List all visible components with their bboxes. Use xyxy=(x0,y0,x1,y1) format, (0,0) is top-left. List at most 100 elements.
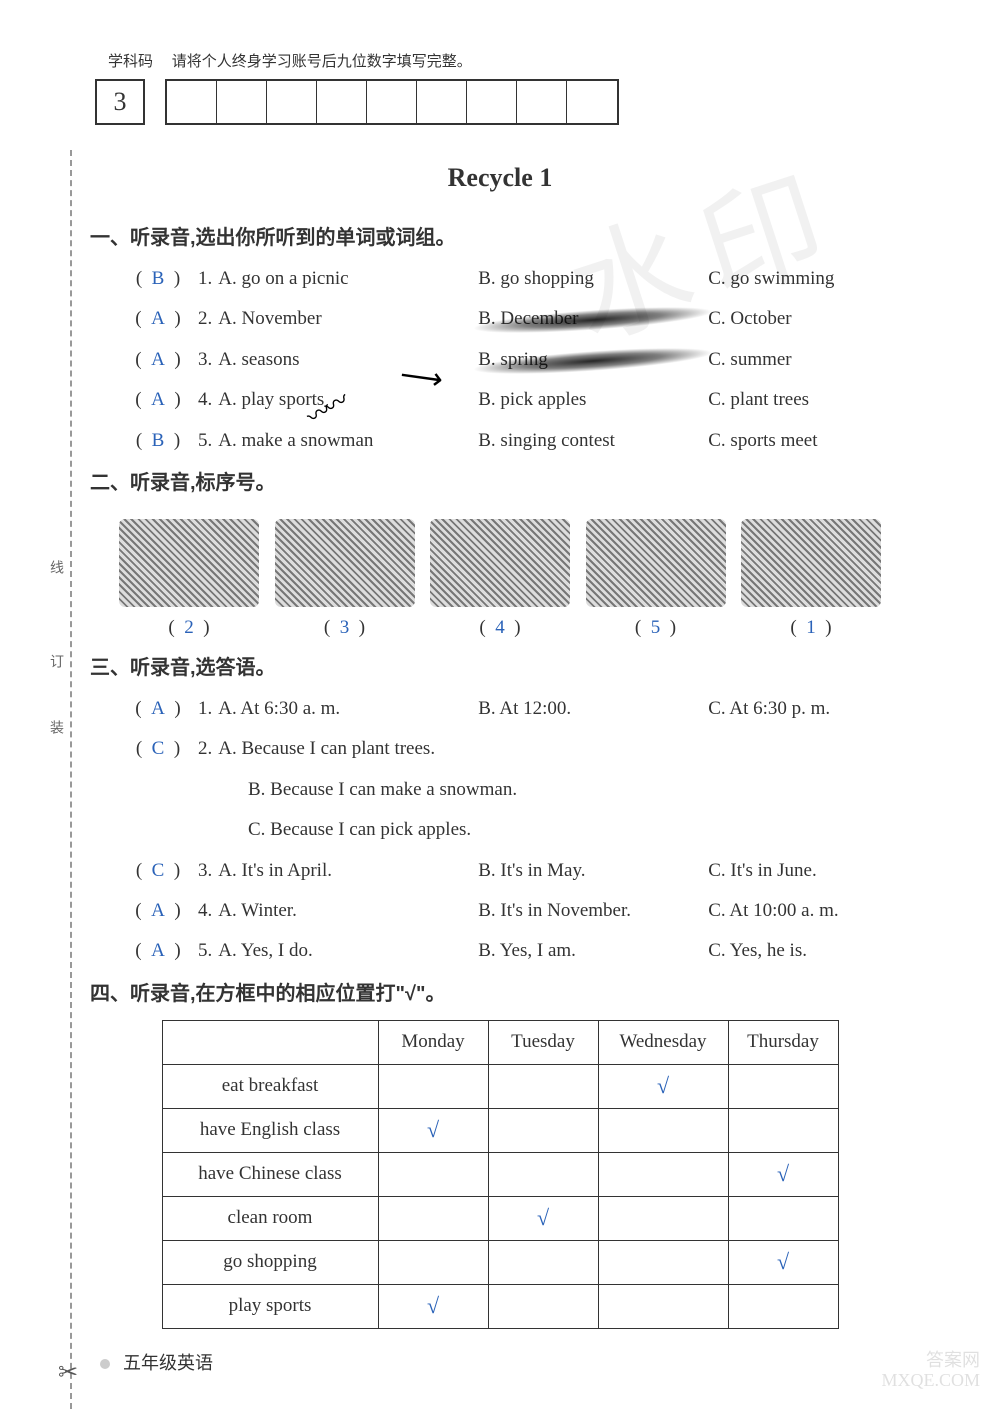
question-row: ( C )2.A. Because I can plant trees. xyxy=(90,734,910,764)
option-a: A. Because I can plant trees. xyxy=(218,734,435,764)
option-b: B. It's in May. xyxy=(478,856,708,886)
code-blank-cell[interactable] xyxy=(267,81,317,123)
code-blank-cell[interactable] xyxy=(167,81,217,123)
table-cell xyxy=(378,1240,488,1284)
table-row: have English class√ xyxy=(162,1108,838,1152)
code-blank-cell[interactable] xyxy=(317,81,367,123)
option-a: A. seasons xyxy=(218,345,478,375)
option-a: A. It's in April. xyxy=(218,856,478,886)
picture-order: ( 5 ) xyxy=(635,617,676,639)
answer-letter: A xyxy=(151,308,165,329)
code-boxes: 3 xyxy=(95,79,910,125)
check-mark: √ xyxy=(427,1293,439,1318)
table-header-cell: Thursday xyxy=(728,1020,838,1064)
table-header-cell: Tuesday xyxy=(488,1020,598,1064)
option-b: B. Because I can make a snowman. xyxy=(90,775,910,805)
answer-slot: ( A ) xyxy=(118,345,198,375)
code-blank-cell[interactable] xyxy=(517,81,567,123)
row-label: have Chinese class xyxy=(162,1152,378,1196)
question-row: ( A )3.A. seasonsB. springC. summer xyxy=(90,345,910,375)
table-cell xyxy=(598,1196,728,1240)
option-a: A. Winter. xyxy=(218,896,478,926)
option-c: C. At 6:30 p. m. xyxy=(708,694,910,724)
option-c: C. summer xyxy=(708,345,910,375)
question-number: 4. xyxy=(198,385,212,415)
question-row: ( A )4.A. Winter.B. It's in November.C. … xyxy=(90,896,910,926)
question-row: ( B )1.A. go on a picnicB. go shoppingC.… xyxy=(90,264,910,294)
watermark-line2: MXQE.COM xyxy=(881,1370,980,1391)
code-blank-cell[interactable] xyxy=(417,81,467,123)
code-label-prefix: 学科码 xyxy=(108,54,153,70)
question-number: 3. xyxy=(198,856,212,886)
section3-list: ( A )1.A. At 6:30 a. m.B. At 12:00.C. At… xyxy=(90,694,910,967)
table-cell xyxy=(488,1108,598,1152)
question-number: 5. xyxy=(198,936,212,966)
question-number: 2. xyxy=(198,304,212,334)
answer-letter: B xyxy=(152,430,165,451)
table-row: clean room√ xyxy=(162,1196,838,1240)
footer-dot-icon xyxy=(100,1359,110,1369)
option-a: A. November xyxy=(218,304,478,334)
picture-order: ( 4 ) xyxy=(479,617,520,639)
table-header-cell: Monday xyxy=(378,1020,488,1064)
check-mark: √ xyxy=(657,1073,669,1098)
option-c: C. At 10:00 a. m. xyxy=(708,896,910,926)
option-b: B. Yes, I am. xyxy=(478,936,708,966)
picture-placeholder xyxy=(586,519,726,607)
picture-order: ( 3 ) xyxy=(324,617,365,639)
question-row: ( A )5.A. Yes, I do.B. Yes, I am.C. Yes,… xyxy=(90,936,910,966)
table-cell xyxy=(488,1240,598,1284)
option-c: C. Yes, he is. xyxy=(708,936,910,966)
table-cell xyxy=(598,1108,728,1152)
picture-placeholder xyxy=(430,519,570,607)
picture-row: ( 2 ) ( 3 ) ( 4 ) ( 5 ) ( 1 ) xyxy=(90,509,910,643)
code-blank-cell[interactable] xyxy=(217,81,267,123)
table-cell: √ xyxy=(378,1284,488,1328)
answer-slot: ( B ) xyxy=(118,426,198,456)
table-cell xyxy=(598,1240,728,1284)
table-cell xyxy=(488,1064,598,1108)
section3-heading: 三、听录音,选答语。 xyxy=(90,651,910,680)
table-header-cell: Wednesday xyxy=(598,1020,728,1064)
table-cell: √ xyxy=(598,1064,728,1108)
option-b: B. December xyxy=(478,304,708,334)
check-mark: √ xyxy=(537,1205,549,1230)
section1-heading: 一、听录音,选出你所听到的单词或词组。 xyxy=(90,221,910,250)
section4-table: MondayTuesdayWednesdayThursdayeat breakf… xyxy=(162,1020,839,1329)
table-cell xyxy=(728,1284,838,1328)
question-number: 4. xyxy=(198,896,212,926)
binding-label-3: 装 xyxy=(45,720,65,734)
answer-letter: A xyxy=(151,389,165,410)
watermark-corner: 答案网 MXQE.COM xyxy=(881,1350,980,1391)
check-mark: √ xyxy=(777,1249,789,1274)
option-a: A. make a snowman xyxy=(218,426,478,456)
table-cell xyxy=(378,1196,488,1240)
picture-item: ( 2 ) xyxy=(114,519,264,639)
code-blank-cell[interactable] xyxy=(567,81,617,123)
table-cell xyxy=(728,1064,838,1108)
answer-letter: B xyxy=(152,268,165,289)
row-label: go shopping xyxy=(162,1240,378,1284)
code-blank-boxes[interactable] xyxy=(165,79,619,125)
question-row: ( A )4.A. play sportsB. pick applesC. pl… xyxy=(90,385,910,415)
table-cell xyxy=(488,1284,598,1328)
picture-order: ( 2 ) xyxy=(168,617,209,639)
table-cell xyxy=(378,1064,488,1108)
picture-placeholder xyxy=(119,519,259,607)
picture-order: ( 1 ) xyxy=(790,617,831,639)
question-row: ( A )2.A. NovemberB. DecemberC. October xyxy=(90,304,910,334)
code-instruction: 请将个人终身学习账号后九位数字填写完整。 xyxy=(172,54,472,70)
question-number: 3. xyxy=(198,345,212,375)
code-blank-cell[interactable] xyxy=(367,81,417,123)
question-number: 5. xyxy=(198,426,212,456)
table-cell xyxy=(598,1152,728,1196)
option-c: C. October xyxy=(708,304,910,334)
table-cell: √ xyxy=(728,1240,838,1284)
code-blank-cell[interactable] xyxy=(467,81,517,123)
question-number: 1. xyxy=(198,264,212,294)
picture-item: ( 1 ) xyxy=(736,519,886,639)
table-cell: √ xyxy=(488,1196,598,1240)
option-b: B. At 12:00. xyxy=(478,694,708,724)
option-a: A. At 6:30 a. m. xyxy=(218,694,478,724)
footer-text: 五年级英语 xyxy=(123,1353,213,1373)
